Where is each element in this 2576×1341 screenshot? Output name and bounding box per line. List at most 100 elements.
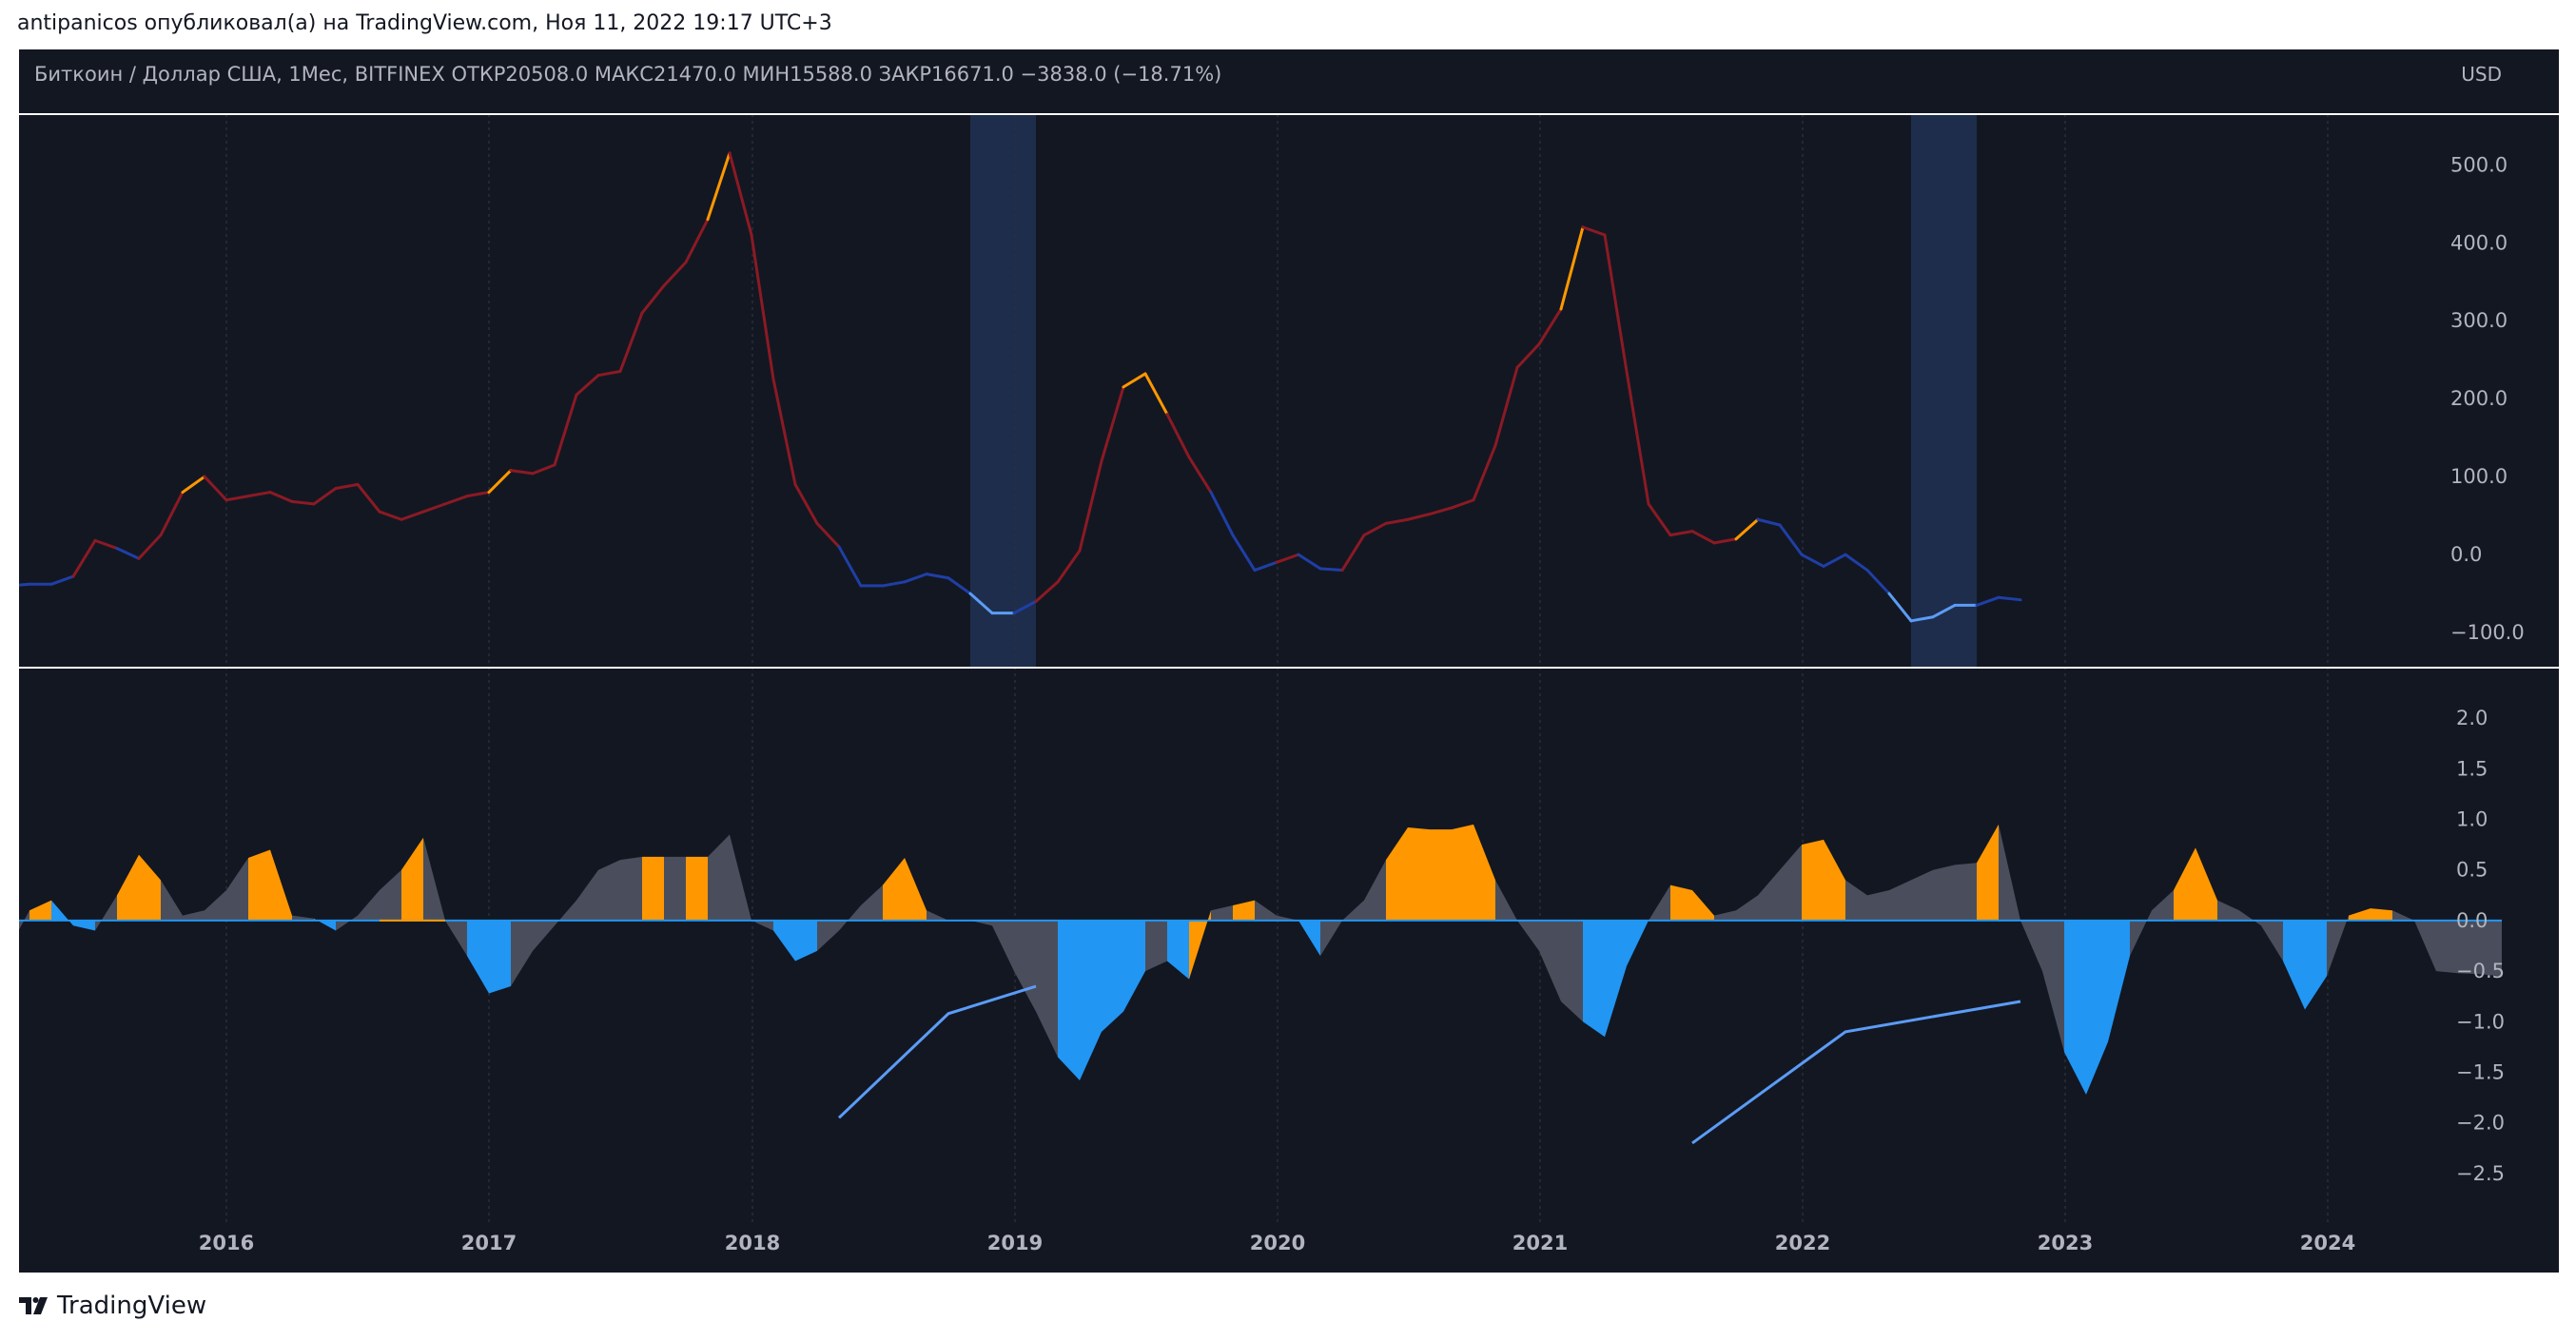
price-line-segment bbox=[1756, 517, 1782, 527]
bottom-y-tick-label: −0.5 bbox=[2456, 960, 2505, 982]
oscillator-area-segment bbox=[2458, 920, 2480, 975]
oscillator-area-segment bbox=[1670, 884, 1692, 921]
oscillator-area-segment bbox=[1911, 869, 1933, 921]
currency-label: USD bbox=[2461, 63, 2502, 86]
oscillator-area-segment bbox=[1824, 839, 1845, 921]
trendline-1 bbox=[1691, 1000, 2021, 1145]
price-line-segment bbox=[1275, 553, 1300, 564]
bottom-y-tick-label: 0.5 bbox=[2456, 859, 2488, 882]
price-line-segment bbox=[509, 469, 535, 476]
price-line-segment bbox=[575, 374, 600, 397]
price-line-segment bbox=[1822, 553, 1847, 568]
top-y-tick-label: 500.0 bbox=[2450, 153, 2508, 176]
price-line-segment bbox=[1318, 567, 1344, 573]
top-y-tick-label: 400.0 bbox=[2450, 231, 2508, 254]
price-line-segment bbox=[684, 218, 710, 264]
oscillator-area-segment bbox=[489, 920, 511, 994]
oscillator-area-segment bbox=[2239, 910, 2261, 926]
price-line-segment bbox=[1625, 370, 1650, 506]
oscillator-area-segment bbox=[1189, 910, 1211, 980]
oscillator-area-segment bbox=[2020, 920, 2042, 972]
publication-attribution: antipanicos опубликовал(а) на TradingVie… bbox=[17, 11, 832, 35]
oscillator-area-segment bbox=[1561, 920, 1583, 1022]
price-line-segment bbox=[1669, 530, 1694, 537]
oscillator-area-segment bbox=[2195, 847, 2217, 921]
oscillator-area-segment bbox=[1452, 824, 1473, 921]
oscillator-area-segment bbox=[1845, 880, 1867, 921]
oscillator-area-segment bbox=[445, 920, 467, 957]
price-line-segment bbox=[706, 151, 732, 222]
price-line-segment bbox=[400, 510, 425, 521]
oscillator-area-segment bbox=[2174, 847, 2195, 921]
oscillator-area-segment bbox=[1123, 920, 1145, 1012]
price-line-segment bbox=[1187, 456, 1213, 495]
oscillator-area-segment bbox=[2283, 920, 2305, 1010]
oscillator-area-segment bbox=[1342, 900, 1364, 921]
oscillator-area-segment bbox=[620, 856, 642, 921]
oscillator-area-segment bbox=[205, 890, 226, 921]
oscillator-area-segment bbox=[730, 834, 751, 921]
oscillator-area-segment bbox=[1802, 839, 1824, 921]
tradingview-logo-icon bbox=[19, 1297, 48, 1314]
price-line-segment bbox=[793, 482, 819, 525]
oscillator-area-segment bbox=[1255, 900, 1277, 921]
oscillator-area-segment bbox=[1473, 824, 1495, 921]
price-line-segment bbox=[378, 510, 403, 521]
price-line-segment bbox=[443, 495, 469, 506]
oscillator-area-segment bbox=[1102, 920, 1123, 1032]
oscillator-area-segment bbox=[751, 920, 773, 931]
oscillator-area-segment bbox=[861, 884, 883, 921]
oscillator-area-segment bbox=[970, 920, 992, 926]
oscillator-area-segment bbox=[2480, 920, 2502, 977]
oscillator-area-segment bbox=[51, 900, 73, 926]
chart-frame[interactable]: 500.0 400.0 300.0 200.0 100.0 0.0 −100.0 2.0 1.5… bbox=[19, 49, 2559, 1273]
price-line-segment bbox=[1975, 595, 2000, 607]
price-line-segment bbox=[662, 261, 688, 287]
oscillator-area-segment bbox=[1145, 920, 1167, 972]
price-line-segment bbox=[1537, 307, 1563, 346]
oscillator-area-segment bbox=[1933, 865, 1955, 921]
x-tick-label-2016: 2016 bbox=[199, 1232, 254, 1254]
top-y-tick-label: −100.0 bbox=[2450, 621, 2525, 644]
oscillator-area-segment bbox=[839, 904, 861, 931]
price-line-segment bbox=[19, 582, 31, 587]
price-line-segment bbox=[837, 545, 863, 588]
oscillator-area-segment bbox=[29, 900, 51, 921]
trendline-0 bbox=[837, 984, 1037, 1119]
chart-canvas[interactable]: 500.0 400.0 300.0 200.0 100.0 0.0 −100.0 2.0 1.5… bbox=[19, 49, 2559, 1273]
price-line-segment bbox=[71, 538, 97, 578]
highlight-band-1 bbox=[1911, 114, 1977, 668]
oscillator-area-segment bbox=[95, 895, 117, 931]
oscillator-area-segment bbox=[1955, 863, 1977, 921]
price-line-segment bbox=[596, 370, 622, 378]
price-line-segment bbox=[618, 311, 644, 374]
bottom-y-tick-label: −2.0 bbox=[2456, 1112, 2505, 1135]
x-tick-label-2021: 2021 bbox=[1512, 1232, 1568, 1254]
price-line-segment bbox=[224, 495, 250, 502]
price-line-segment bbox=[553, 393, 578, 467]
oscillator-area-segment bbox=[1714, 910, 1736, 921]
price-line-segment bbox=[1712, 537, 1738, 545]
tradingview-logo[interactable]: TradingView bbox=[19, 1292, 206, 1320]
top-y-tick-label: 100.0 bbox=[2450, 465, 2508, 488]
price-line-segment bbox=[181, 475, 206, 495]
price-line-segment bbox=[1515, 342, 1541, 369]
oscillator-area-segment bbox=[2108, 920, 2130, 1042]
price-line-segment bbox=[1428, 506, 1454, 516]
price-line-segment bbox=[1931, 603, 1957, 619]
oscillator-area-segment bbox=[1430, 829, 1452, 921]
bottom-y-tick-label: 1.5 bbox=[2456, 757, 2488, 780]
oscillator-area-segment bbox=[1889, 880, 1911, 921]
oscillator-area-segment bbox=[883, 857, 905, 921]
oscillator-area-segment bbox=[336, 915, 358, 931]
oscillator-area-segment bbox=[2217, 900, 2239, 921]
top-y-tick-label: 300.0 bbox=[2450, 309, 2508, 332]
oscillator-area-segment bbox=[2305, 920, 2327, 1010]
oscillator-area-segment bbox=[2086, 920, 2108, 1095]
oscillator-area-segment bbox=[686, 856, 708, 921]
oscillator-area-segment bbox=[2392, 910, 2414, 921]
oscillator-area-segment bbox=[1539, 920, 1561, 1001]
price-line-segment bbox=[1909, 615, 1935, 623]
price-line-segment bbox=[93, 538, 119, 551]
oscillator-area-segment bbox=[1080, 920, 1102, 1080]
